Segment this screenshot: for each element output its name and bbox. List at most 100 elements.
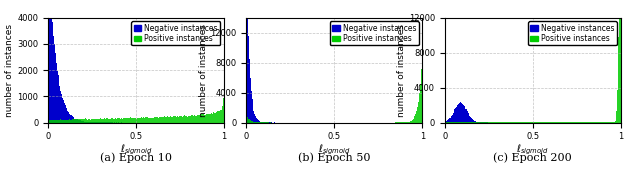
Bar: [83, 119, 84, 122]
Bar: [140, 118, 141, 122]
Bar: [58, 120, 59, 122]
Bar: [256, 118, 257, 122]
Bar: [212, 114, 214, 122]
Y-axis label: number of instances: number of instances: [198, 23, 207, 117]
Bar: [249, 59, 250, 122]
Bar: [467, 111, 468, 122]
Bar: [50, 0, 51, 122]
Bar: [222, 106, 223, 122]
Bar: [88, 119, 90, 122]
Bar: [95, 119, 97, 122]
Y-axis label: number of instances: number of instances: [5, 23, 14, 117]
Bar: [78, 120, 79, 122]
Bar: [211, 113, 212, 122]
Bar: [184, 115, 186, 122]
Bar: [160, 117, 161, 122]
Bar: [121, 118, 122, 122]
Bar: [246, 0, 247, 122]
Bar: [201, 114, 202, 122]
X-axis label: $\ell_{sigmoid}$: $\ell_{sigmoid}$: [516, 143, 549, 157]
Bar: [118, 118, 119, 122]
Bar: [138, 118, 139, 122]
Bar: [50, 120, 51, 122]
Bar: [137, 118, 138, 122]
Bar: [187, 117, 188, 122]
Bar: [119, 118, 120, 122]
Bar: [92, 119, 93, 122]
Bar: [178, 117, 179, 122]
Bar: [217, 111, 218, 122]
Bar: [620, 0, 621, 122]
Bar: [57, 71, 58, 122]
Bar: [112, 118, 113, 122]
Bar: [64, 120, 65, 122]
Bar: [154, 117, 156, 122]
Bar: [202, 114, 203, 122]
Bar: [163, 117, 164, 122]
Bar: [182, 116, 184, 122]
Bar: [420, 69, 422, 122]
Bar: [461, 102, 462, 122]
Bar: [73, 117, 74, 122]
Bar: [84, 120, 85, 122]
Bar: [63, 120, 64, 122]
Bar: [115, 118, 116, 122]
Bar: [62, 120, 63, 122]
Bar: [188, 116, 189, 122]
Bar: [59, 120, 60, 122]
Bar: [90, 120, 91, 122]
Bar: [195, 116, 196, 122]
Bar: [170, 116, 172, 122]
Y-axis label: number of instances: number of instances: [397, 23, 406, 117]
Bar: [48, 0, 49, 122]
Bar: [189, 116, 191, 122]
Bar: [412, 120, 413, 122]
Bar: [130, 117, 131, 122]
Bar: [219, 111, 220, 122]
Bar: [259, 121, 260, 122]
Bar: [205, 114, 207, 122]
Bar: [120, 119, 121, 122]
Bar: [53, 120, 54, 122]
Bar: [71, 120, 72, 122]
Bar: [72, 119, 73, 122]
Bar: [221, 110, 222, 122]
Bar: [617, 90, 618, 122]
Bar: [135, 118, 136, 122]
Bar: [471, 118, 472, 122]
Bar: [246, 116, 247, 122]
Bar: [208, 114, 209, 122]
Bar: [177, 116, 179, 122]
Bar: [209, 114, 210, 122]
Bar: [107, 118, 108, 122]
Bar: [164, 116, 165, 122]
Bar: [60, 119, 61, 122]
Bar: [99, 119, 100, 122]
Bar: [70, 115, 71, 122]
Bar: [251, 91, 252, 122]
Bar: [247, 117, 248, 122]
Bar: [104, 118, 105, 122]
Bar: [248, 36, 249, 122]
Bar: [449, 118, 450, 122]
Bar: [111, 118, 112, 122]
Bar: [97, 119, 98, 122]
Bar: [203, 114, 204, 122]
Bar: [250, 120, 251, 122]
Bar: [220, 110, 221, 122]
Bar: [134, 118, 135, 122]
Bar: [464, 106, 465, 122]
Bar: [193, 116, 194, 122]
Bar: [74, 119, 76, 122]
Bar: [257, 119, 258, 122]
Bar: [63, 100, 64, 122]
Bar: [194, 115, 195, 122]
Bar: [218, 111, 219, 122]
Bar: [51, 0, 52, 122]
Bar: [142, 118, 143, 122]
Bar: [83, 121, 84, 122]
Bar: [62, 98, 63, 122]
Bar: [255, 116, 256, 122]
Bar: [200, 114, 201, 122]
Bar: [174, 116, 175, 122]
